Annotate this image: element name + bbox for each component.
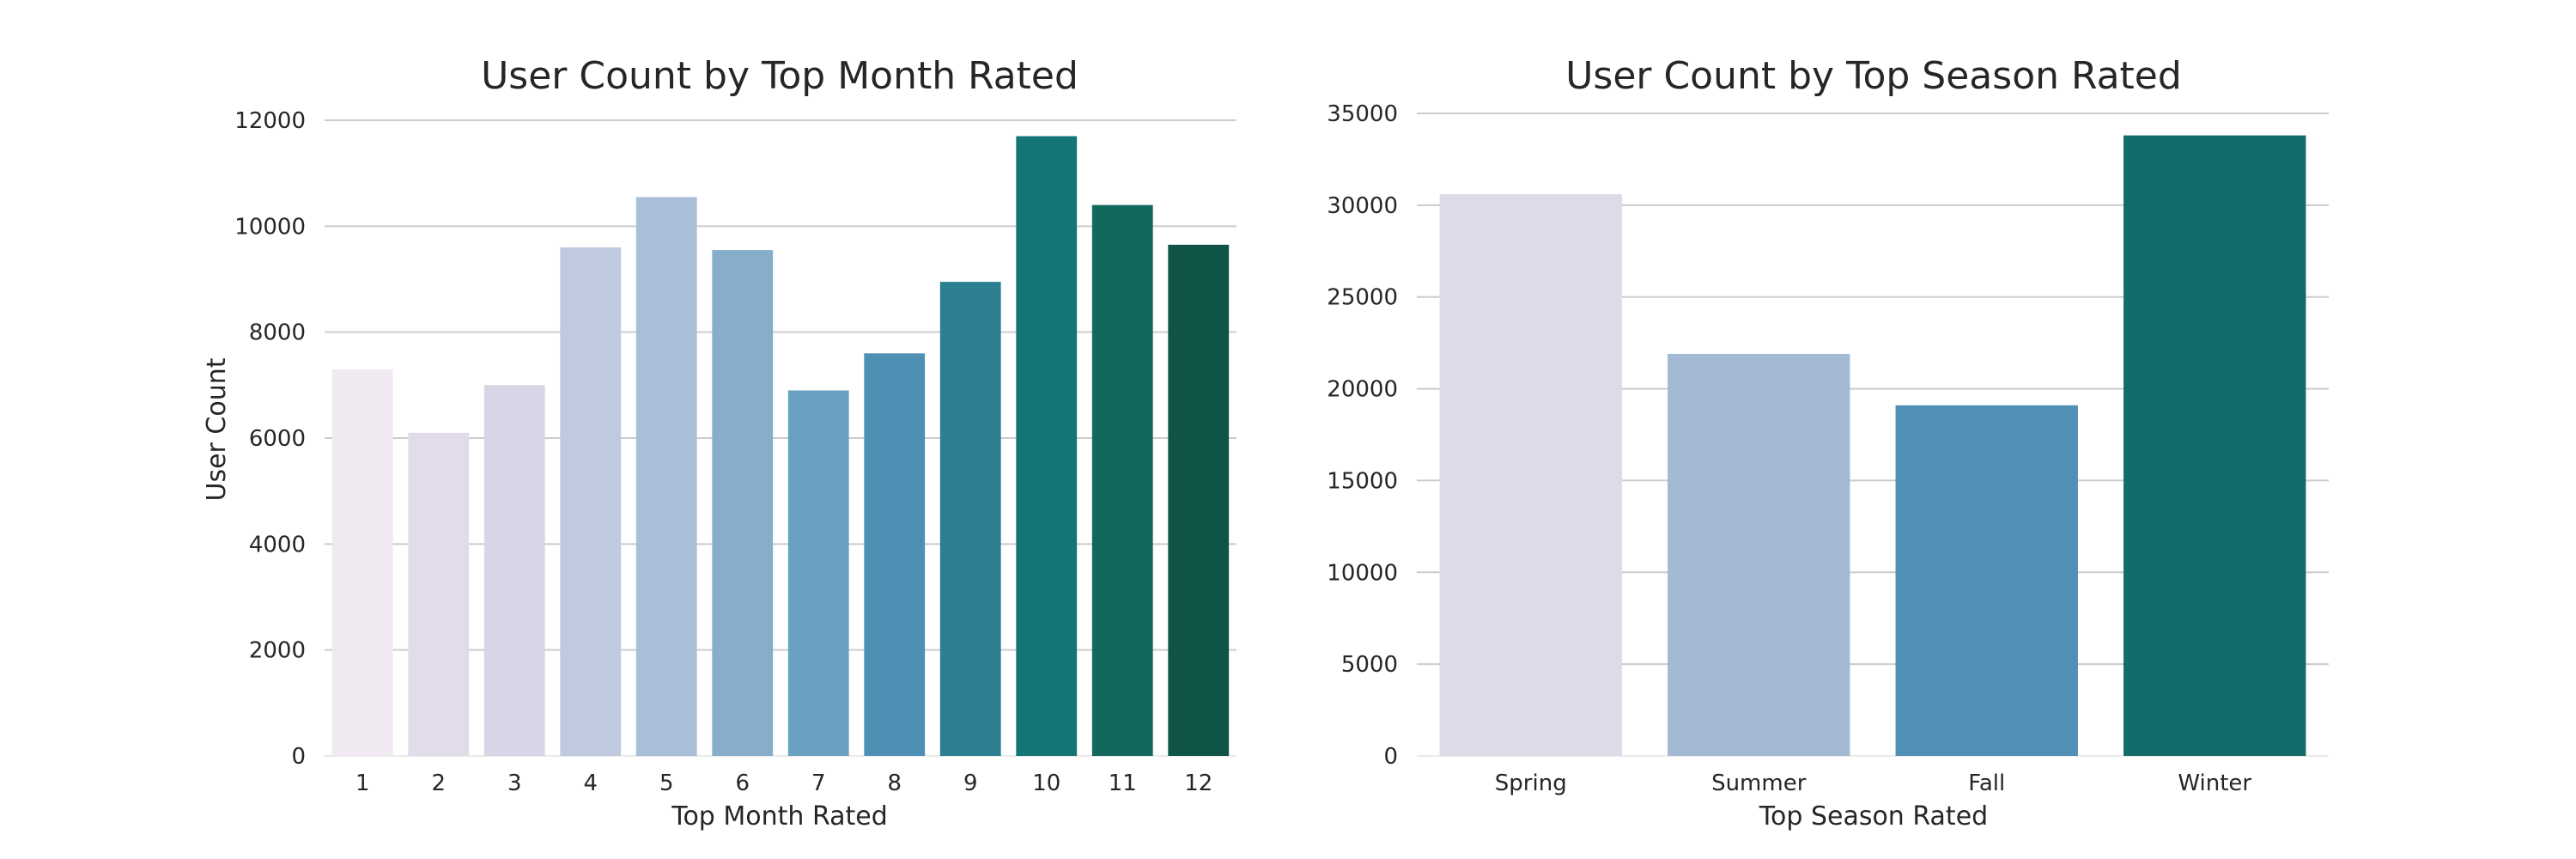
season-chart-x-tick-label: Winter [2178,771,2251,796]
month-chart-x-tick-label: 10 [1032,771,1060,796]
month-chart-x-tick-label: 5 [659,771,674,796]
season-chart-y-tick-labels: 0 5000 10000 15000 20000 25000 30000 35000 [1327,101,1398,770]
season-chart-y-tick-label: 35000 [1327,101,1398,127]
month-bar-6 [712,250,774,756]
month-bar-7 [787,390,849,756]
month-chart-x-tick-label: 7 [811,771,826,796]
season-chart-y-tick-label: 10000 [1327,560,1398,586]
season-chart-title: User Count by Top Season Rated [1565,54,2182,98]
season-chart-y-tick-label: 25000 [1327,285,1398,311]
month-bar-2 [408,432,470,756]
month-chart-y-tick-label: 8000 [249,320,306,346]
month-chart-y-tick-label: 2000 [249,638,306,664]
season-chart-y-tick-label: 5000 [1341,652,1398,678]
season-chart-y-tick-label: 0 [1383,744,1398,770]
month-bar-9 [939,282,1001,756]
month-chart-x-tick-label: 2 [431,771,446,796]
season-bar-summer [1668,353,1850,756]
month-chart-y-tick-label: 12000 [234,108,306,134]
season-chart-y-tick-label: 30000 [1327,193,1398,219]
month-chart-y-tick-label: 4000 [249,532,306,557]
season-bar-winter [2123,135,2306,756]
season-chart: User Count by Top Season Rated 0 5000 1000… [1327,54,2329,832]
season-chart-x-tick-labels: Spring Summer Fall Winter [1495,771,2252,796]
month-bar-4 [560,247,622,756]
month-chart-y-tick-label: 6000 [249,426,306,452]
month-chart-x-tick-label: 11 [1109,771,1137,796]
month-bar-11 [1091,204,1153,756]
month-chart-gridlines [325,119,1236,757]
season-chart-x-tick-label: Fall [1968,771,2005,796]
month-chart-x-tick-label: 9 [963,771,978,796]
month-bar-3 [483,385,545,756]
month-chart-x-axis-label: Top Month Rated [671,801,888,832]
month-chart: User Count by Top Month Rated 0 2000 4000 6… [202,54,1236,832]
season-chart-x-axis-label: Top Season Rated [1759,801,1988,832]
month-chart-x-tick-labels: 1 2 3 4 5 6 7 8 9 10 11 12 [355,771,1212,796]
month-chart-y-tick-label: 10000 [234,214,306,240]
month-chart-y-axis-label: User Count [202,357,232,501]
month-chart-x-tick-label: 3 [507,771,522,796]
season-chart-bars [1439,135,2306,756]
month-bar-12 [1168,244,1230,757]
month-chart-y-tick-labels: 0 2000 4000 6000 8000 10000 12000 [234,108,306,770]
month-chart-x-tick-label: 1 [355,771,370,796]
month-chart-bars [331,136,1230,757]
month-bar-1 [331,369,393,756]
month-chart-title: User Count by Top Month Rated [481,54,1078,98]
month-chart-y-tick-label: 0 [291,744,306,770]
season-bar-spring [1439,194,1622,756]
month-chart-x-tick-label: 4 [583,771,598,796]
season-chart-x-tick-label: Spring [1495,771,1567,796]
season-chart-y-tick-label: 20000 [1327,377,1398,403]
month-bar-5 [635,197,697,756]
month-chart-x-tick-label: 8 [887,771,902,796]
month-bar-8 [864,353,926,756]
season-chart-y-tick-label: 15000 [1327,468,1398,494]
month-chart-x-tick-label: 12 [1184,771,1212,796]
month-bar-10 [1016,136,1078,756]
season-bar-fall [1895,405,2078,756]
season-chart-x-tick-label: Summer [1711,771,1807,796]
month-chart-x-tick-label: 6 [735,771,750,796]
